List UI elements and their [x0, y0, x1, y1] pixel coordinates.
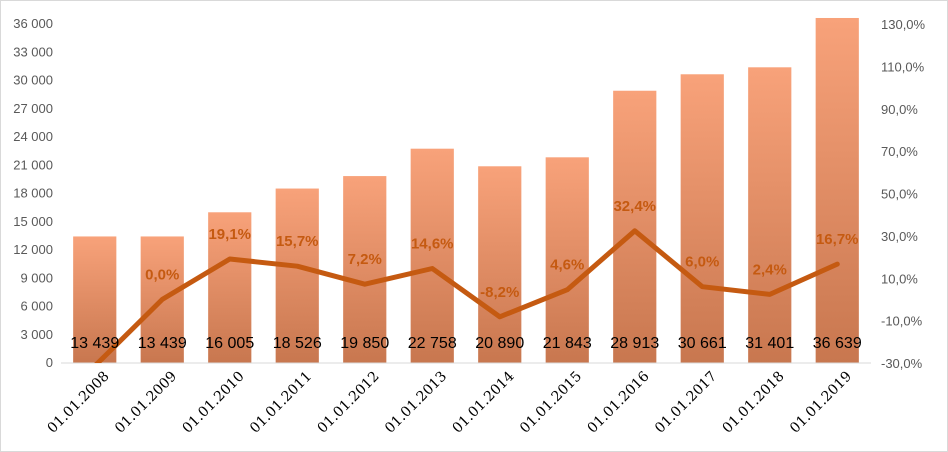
growth-value-label: 14,6% — [411, 236, 454, 253]
bar — [748, 67, 792, 363]
bar — [208, 212, 252, 363]
bar — [815, 17, 859, 363]
right-axis-tick-label: 110,0% — [881, 59, 925, 74]
bar — [680, 74, 724, 364]
right-axis-tick-label: -10,0% — [881, 314, 923, 329]
x-axis-tick-label: 01.01.2018 — [720, 369, 788, 437]
bar — [545, 157, 589, 363]
bar-value-label: 30 661 — [678, 335, 727, 352]
left-axis-tick-label: 15 000 — [13, 214, 53, 229]
x-axis-tick-label: 01.01.2017 — [652, 369, 720, 437]
bar — [275, 188, 319, 363]
bar-value-label: 16 005 — [205, 335, 254, 352]
right-axis-tick-label: 70,0% — [881, 144, 918, 159]
growth-value-label: 4,6% — [550, 257, 584, 274]
x-axis: 01.01.2008 01.01.2009 01.01.2010 01.01.2011… — [45, 368, 856, 436]
x-axis-tick-label: 01.01.2019 — [787, 369, 855, 437]
bar-value-label: 20 890 — [475, 335, 524, 352]
left-axis-tick-label: 21 000 — [13, 157, 53, 172]
x-axis-tick-label: 01.01.2016 — [585, 368, 653, 436]
growth-value-label: 16,7% — [816, 231, 859, 248]
right-axis-tick-label: 50,0% — [881, 187, 918, 202]
bar — [478, 166, 522, 363]
left-axis: 0 3 000 6 000 9 000 12 000 15 000 18 000 21 000… — [13, 16, 53, 370]
growth-value-label: 32,4% — [613, 198, 656, 215]
bar — [410, 148, 454, 363]
left-axis-tick-label: 18 000 — [13, 186, 53, 201]
bar-value-label: 28 913 — [610, 335, 659, 352]
x-axis-tick-label: 01.01.2010 — [180, 369, 248, 437]
bar-value-label: 21 843 — [543, 335, 592, 352]
growth-value-label: -8,2% — [480, 284, 519, 301]
growth-value-label: 19,1% — [208, 226, 251, 243]
growth-value-label: 2,4% — [753, 261, 787, 278]
left-axis-tick-label: 0 — [46, 355, 53, 370]
x-axis-tick-label: 01.01.2015 — [517, 369, 585, 437]
growth-line-series — [94, 228, 840, 363]
right-axis-tick-label: -30,0% — [881, 356, 923, 371]
x-axis-tick-label: 01.01.2011 — [247, 369, 315, 437]
growth-value-labels: 0,0% 19,1% 15,7% 7,2% 14,6% -8,2% 4,6% 32,4% 6,0… — [145, 198, 858, 301]
bar-value-label: 31 401 — [745, 335, 794, 352]
left-axis-tick-label: 27 000 — [13, 101, 53, 116]
bar-value-label: 36 639 — [813, 335, 862, 352]
growth-value-label: 7,2% — [348, 251, 382, 268]
x-axis-tick-label: 01.01.2013 — [382, 369, 450, 437]
bar — [73, 236, 117, 363]
left-axis-tick-label: 30 000 — [13, 73, 53, 88]
growth-value-label: 15,7% — [276, 233, 319, 250]
x-axis-tick-label: 01.01.2008 — [45, 369, 113, 437]
right-axis-tick-label: 10,0% — [881, 271, 918, 286]
left-axis-tick-label: 6 000 — [20, 299, 53, 314]
bar-value-label: 13 439 — [70, 335, 119, 352]
bar-series — [73, 17, 859, 364]
bar — [343, 176, 387, 363]
left-axis-tick-label: 36 000 — [13, 16, 53, 31]
bar-value-label: 13 439 — [138, 335, 187, 352]
bar — [613, 90, 657, 364]
left-axis-tick-label: 24 000 — [13, 129, 53, 144]
right-axis-tick-label: 130,0% — [881, 17, 926, 32]
bar-value-label: 18 526 — [273, 335, 322, 352]
left-axis-tick-label: 9 000 — [20, 270, 53, 285]
bar-value-labels: 13 439 13 439 16 005 18 526 19 850 22 758 20 8… — [70, 335, 862, 352]
x-axis-tick-label: 01.01.2014 — [450, 368, 518, 436]
growth-value-label: 6,0% — [685, 254, 719, 271]
left-axis-tick-label: 12 000 — [13, 242, 53, 257]
right-axis-tick-label: 90,0% — [881, 102, 918, 117]
right-axis: -30,0% -10,0% 10,0% 30,0% 50,0% 70,0% 90,0% 110… — [881, 17, 926, 371]
left-axis-tick-label: 33 000 — [13, 44, 53, 59]
bar-value-label: 22 758 — [408, 335, 457, 352]
bar-value-label: 19 850 — [340, 335, 389, 352]
left-axis-tick-label: 3 000 — [20, 327, 53, 342]
x-axis-tick-label: 01.01.2009 — [112, 369, 180, 437]
right-axis-tick-label: 30,0% — [881, 229, 918, 244]
growth-value-label: 0,0% — [145, 266, 179, 283]
x-axis-tick-label: 01.01.2012 — [315, 369, 383, 437]
growth-line — [94, 228, 840, 363]
